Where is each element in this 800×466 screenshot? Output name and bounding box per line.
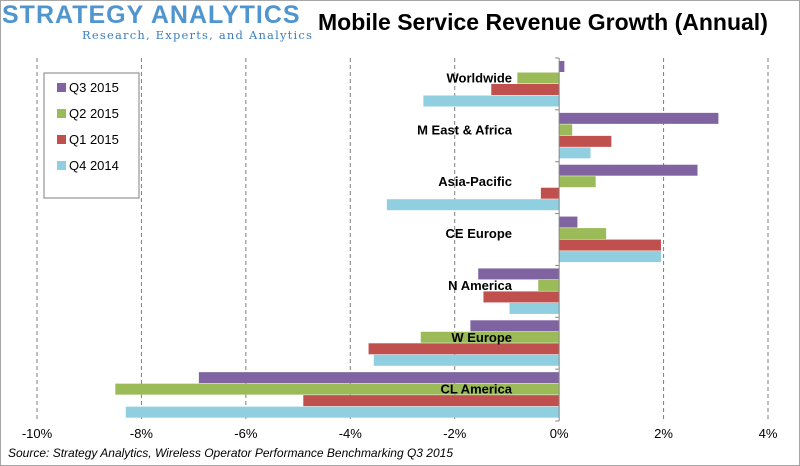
bar: [115, 383, 560, 395]
bar: [559, 164, 698, 176]
x-tick-label: 4%: [759, 426, 778, 441]
bar: [559, 124, 573, 136]
x-tick-label: -8%: [130, 426, 154, 441]
x-axis: -10% -8% -6% -4% -2% 0% 2% 4%: [22, 57, 778, 441]
legend-label: Q3 2015: [69, 80, 119, 95]
x-tick-label: -4%: [339, 426, 363, 441]
bar: [559, 239, 661, 251]
x-tick-label: -10%: [22, 426, 53, 441]
category-label: N America: [448, 278, 513, 293]
bar: [559, 216, 578, 228]
bar: [509, 302, 560, 314]
bar: [423, 95, 560, 107]
source-italic: Wireless: [154, 446, 201, 460]
legend-label: Q4 2014: [69, 158, 119, 173]
bars: [115, 61, 719, 418]
bar: [478, 268, 560, 280]
brand-tagline: Research, Experts, and Analytics: [82, 28, 314, 42]
bar: [303, 395, 560, 407]
bar: [483, 291, 560, 303]
legend: Q3 2015 Q2 2015 Q1 2015 Q4 2014: [43, 72, 140, 199]
bar: [420, 331, 560, 343]
bar: [368, 343, 560, 355]
legend-swatch: [57, 135, 66, 144]
bar: [125, 406, 560, 418]
category-label: W Europe: [451, 330, 512, 345]
bar: [559, 228, 607, 240]
legend-swatch: [57, 161, 66, 170]
bar: [373, 354, 560, 366]
x-tick-label: 2%: [654, 426, 673, 441]
brand-name: STRATEGY ANALYTICS: [2, 1, 301, 29]
bar: [386, 199, 560, 211]
gridlines: [36, 58, 769, 421]
category-label: CE Europe: [446, 226, 512, 241]
source-suffix: Operator Performance Benchmarking Q3 201…: [200, 446, 453, 460]
bar: [559, 147, 591, 159]
category-label: Worldwide: [447, 71, 512, 86]
source-prefix: Source: Strategy Analytics,: [8, 446, 155, 460]
bar: [538, 279, 560, 291]
category-labels: Worldwide M East & Africa Asia-Pacific CE E…: [417, 71, 513, 397]
category-label: Asia-Pacific: [438, 174, 512, 189]
bar: [559, 112, 719, 124]
bar: [559, 176, 596, 188]
x-tick-label: 0%: [550, 426, 569, 441]
legend-swatch: [57, 83, 66, 92]
legend-label: Q2 2015: [69, 106, 119, 121]
x-tick-label: -2%: [443, 426, 467, 441]
category-label: CL America: [440, 382, 512, 397]
x-tick-label: -6%: [234, 426, 258, 441]
source-note: Source: Strategy Analytics, Wireless Ope…: [8, 446, 453, 460]
bar: [559, 135, 612, 147]
legend-swatch: [57, 109, 66, 118]
chart-title: Mobile Service Revenue Growth (Annual): [318, 9, 768, 35]
bar: [559, 251, 661, 263]
category-label: M East & Africa: [417, 122, 513, 137]
bar: [491, 84, 560, 95]
bar: [470, 320, 560, 332]
legend-label: Q1 2015: [69, 132, 119, 147]
brand-logo: STRATEGY ANALYTICS Research, Experts, an…: [2, 2, 313, 42]
bar: [540, 187, 560, 199]
bar: [559, 61, 565, 72]
bar: [517, 72, 560, 84]
bar: [198, 372, 560, 384]
